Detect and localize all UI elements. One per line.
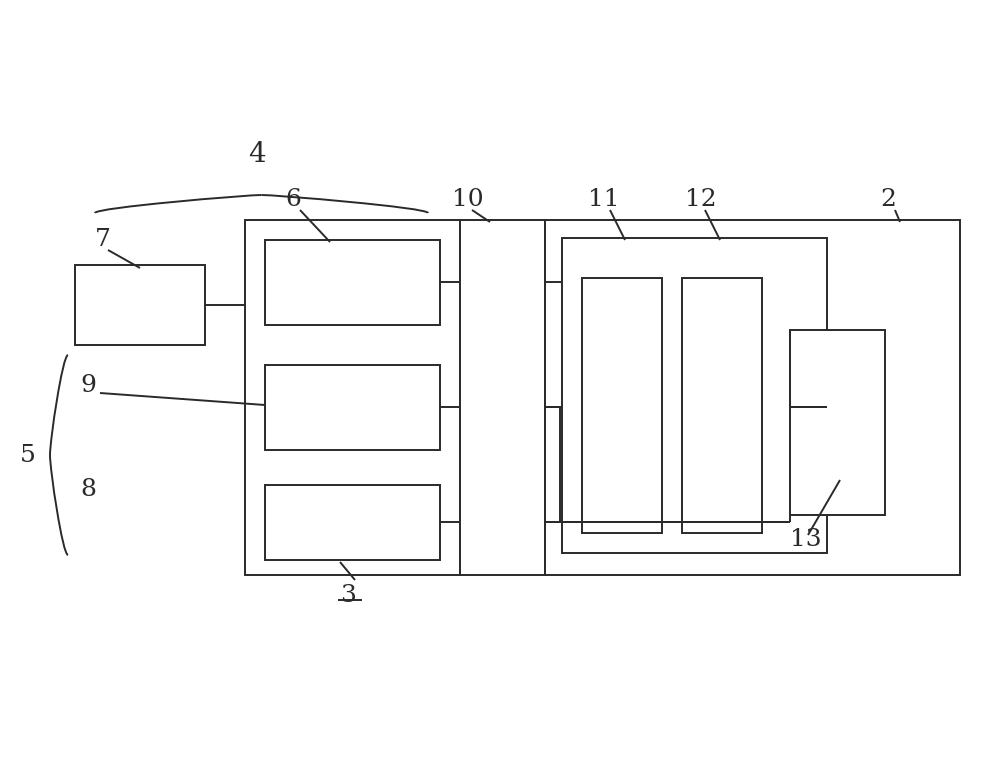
Bar (265, 485, 440, 560)
Text: 7: 7 (95, 229, 111, 252)
Text: 5: 5 (20, 444, 36, 467)
Bar (545, 220, 960, 575)
Bar (460, 220, 545, 575)
Bar (75, 265, 205, 345)
Bar (582, 278, 662, 533)
Text: 13: 13 (790, 528, 822, 552)
Text: 11: 11 (588, 188, 620, 211)
Text: 6: 6 (285, 188, 301, 211)
Bar (245, 220, 460, 575)
Text: 12: 12 (685, 188, 717, 211)
Text: 2: 2 (880, 188, 896, 211)
Bar (265, 365, 440, 450)
Bar (562, 238, 827, 553)
Bar (265, 240, 440, 325)
Text: 4: 4 (248, 141, 266, 169)
Text: 10: 10 (452, 188, 484, 211)
Bar (790, 330, 885, 515)
Text: 9: 9 (80, 373, 96, 397)
Text: 3: 3 (340, 584, 356, 606)
Bar (682, 278, 762, 533)
Text: 8: 8 (80, 479, 96, 502)
